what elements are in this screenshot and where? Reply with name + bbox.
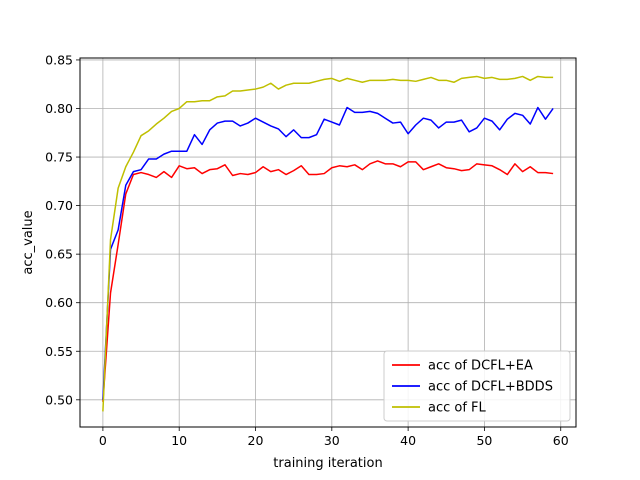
y-axis-label: acc_value — [21, 210, 36, 274]
grid-lines — [80, 58, 576, 427]
legend-box — [383, 350, 571, 422]
x-tick-label: 40 — [400, 433, 416, 448]
x-tick-label: 60 — [553, 433, 569, 448]
legend: acc of DCFL+EA acc of DCFL+BDDS acc of FL — [383, 350, 571, 422]
x-tick-label: 0 — [99, 433, 107, 448]
y-tick-label: 0.70 — [45, 198, 73, 213]
legend-entry: acc of DCFL+EA — [428, 359, 533, 374]
x-tick-label: 20 — [248, 433, 264, 448]
x-axis-ticks: 0 10 20 30 40 50 60 — [99, 427, 569, 448]
series-line-2 — [102, 106, 554, 400]
y-tick-label: 0.50 — [45, 392, 73, 407]
plot-frame — [79, 57, 577, 428]
legend-entry: acc of FL — [428, 401, 487, 416]
y-tick-label: 0.55 — [45, 344, 73, 359]
x-tick-label: 10 — [171, 433, 187, 448]
series-line-3 — [102, 75, 554, 412]
series-line-1 — [102, 160, 554, 402]
y-tick-label: 0.65 — [45, 247, 73, 262]
x-tick-label: 50 — [476, 433, 492, 448]
y-tick-label: 0.60 — [45, 295, 73, 310]
y-tick-label: 0.80 — [45, 101, 73, 116]
x-tick-label: 30 — [324, 433, 340, 448]
y-axis-ticks: 0.50 0.55 0.60 0.65 0.70 0.75 0.80 0.85 — [45, 52, 80, 407]
y-tick-label: 0.85 — [45, 52, 73, 67]
y-tick-label: 0.75 — [45, 150, 73, 165]
x-axis-label: training iteration — [273, 456, 382, 471]
legend-entry: acc of DCFL+BDDS — [428, 380, 553, 395]
series-lines — [102, 75, 554, 412]
